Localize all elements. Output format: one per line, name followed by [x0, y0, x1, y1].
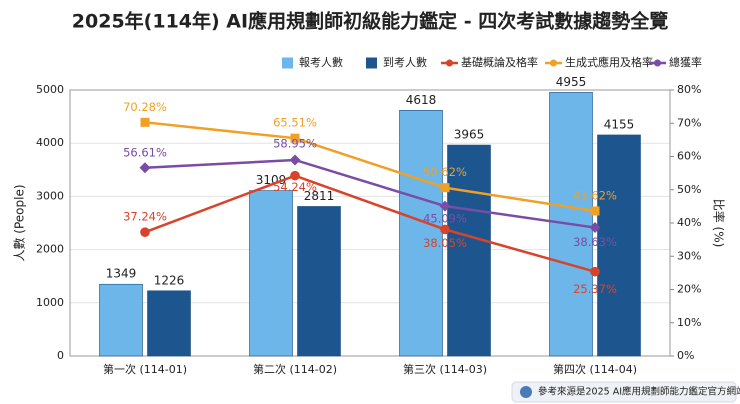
bar [399, 110, 443, 357]
bar-value-label: 1226 [154, 273, 185, 287]
y-tick-label: 0 [57, 349, 64, 362]
x-tick-label: 第一次 (114-01) [103, 362, 187, 376]
bar [597, 134, 641, 357]
x-tick-label: 第二次 (114-02) [253, 362, 337, 376]
y2-tick-label: 10% [677, 316, 701, 329]
marker [589, 222, 601, 234]
line-value-label: 54.24% [273, 180, 317, 194]
legend-swatch [550, 59, 557, 67]
line [144, 121, 596, 213]
line-value-label: 65.51% [273, 116, 317, 130]
line [144, 158, 596, 229]
line-value-label: 50.62% [423, 165, 467, 179]
line-value-label: 58.95% [273, 136, 317, 150]
line [144, 174, 596, 273]
bar [99, 283, 143, 357]
bar [447, 144, 491, 357]
x-tick-label: 第三次 (114-03) [403, 362, 487, 376]
line-value-label: 38.63% [573, 235, 617, 249]
source-box [511, 381, 737, 403]
marker [290, 170, 300, 181]
legend-label: 報考人數 [299, 56, 343, 69]
y-tick-label: 5000 [36, 83, 64, 96]
legend-swatch [366, 57, 377, 69]
y2-tick-label: 70% [677, 116, 701, 129]
x-tick-label: 第四次 (114-04) [553, 362, 637, 376]
legend-swatch [282, 57, 293, 69]
y2-tick-label: 30% [677, 249, 701, 262]
chart-title: 2025年(114年) AI應用規劃師初級能力鑑定 - 四次考試數據趨勢全覽 [72, 10, 668, 33]
bar-value-label: 1349 [106, 267, 137, 281]
marker [290, 133, 300, 143]
marker [140, 117, 150, 127]
legend-label: 基礎概論及格率 [461, 55, 538, 69]
y2-axis-label: 比率 (%) [712, 199, 727, 248]
legend-label: 總獲率 [669, 55, 702, 69]
y2-tick-label: 50% [677, 183, 701, 196]
marker [590, 206, 600, 216]
y-axis-label: 人數 (People) [13, 184, 27, 261]
bar-value-label: 4618 [406, 93, 437, 107]
plot-frame [69, 89, 671, 357]
legend-label: 到考人數 [383, 56, 427, 69]
bar [297, 206, 341, 357]
line-value-label: 45.09% [423, 212, 467, 226]
marker [440, 183, 450, 193]
line-value-label: 43.62% [573, 188, 617, 202]
bar-value-label: 3109 [256, 173, 287, 187]
y-tick-label: 4000 [36, 136, 64, 149]
marker [590, 266, 600, 277]
y-tick-label: 1000 [36, 296, 64, 309]
line-value-label: 37.24% [123, 210, 167, 224]
legend-swatch [446, 59, 453, 67]
line-value-label: 56.61% [123, 145, 167, 159]
bar-value-label: 2811 [304, 189, 335, 203]
source-icon [520, 386, 532, 398]
line-value-label: 70.28% [123, 100, 167, 114]
source-text: 參考來源是2025 AI應用規劃師能力鑑定官方網站 [538, 386, 740, 398]
marker [440, 224, 450, 235]
y2-tick-label: 0% [677, 349, 694, 362]
line-value-label: 25.37% [573, 282, 617, 296]
y-tick-label: 3000 [36, 189, 64, 202]
legend-swatch [654, 59, 661, 67]
bar-value-label: 4955 [556, 75, 587, 89]
bar-value-label: 4155 [604, 117, 635, 131]
y2-tick-label: 60% [677, 150, 701, 163]
marker [439, 200, 451, 212]
y2-tick-label: 80% [677, 83, 701, 96]
bar [249, 190, 293, 357]
bar [147, 290, 191, 357]
line-value-label: 38.05% [423, 236, 467, 250]
y2-tick-label: 20% [677, 283, 701, 296]
y2-tick-label: 40% [677, 216, 701, 229]
y-tick-label: 2000 [36, 243, 64, 256]
legend-label: 生成式應用及格率 [565, 55, 653, 69]
marker [289, 154, 301, 166]
marker [139, 162, 151, 174]
bar-value-label: 3965 [454, 128, 485, 142]
marker [140, 227, 150, 237]
